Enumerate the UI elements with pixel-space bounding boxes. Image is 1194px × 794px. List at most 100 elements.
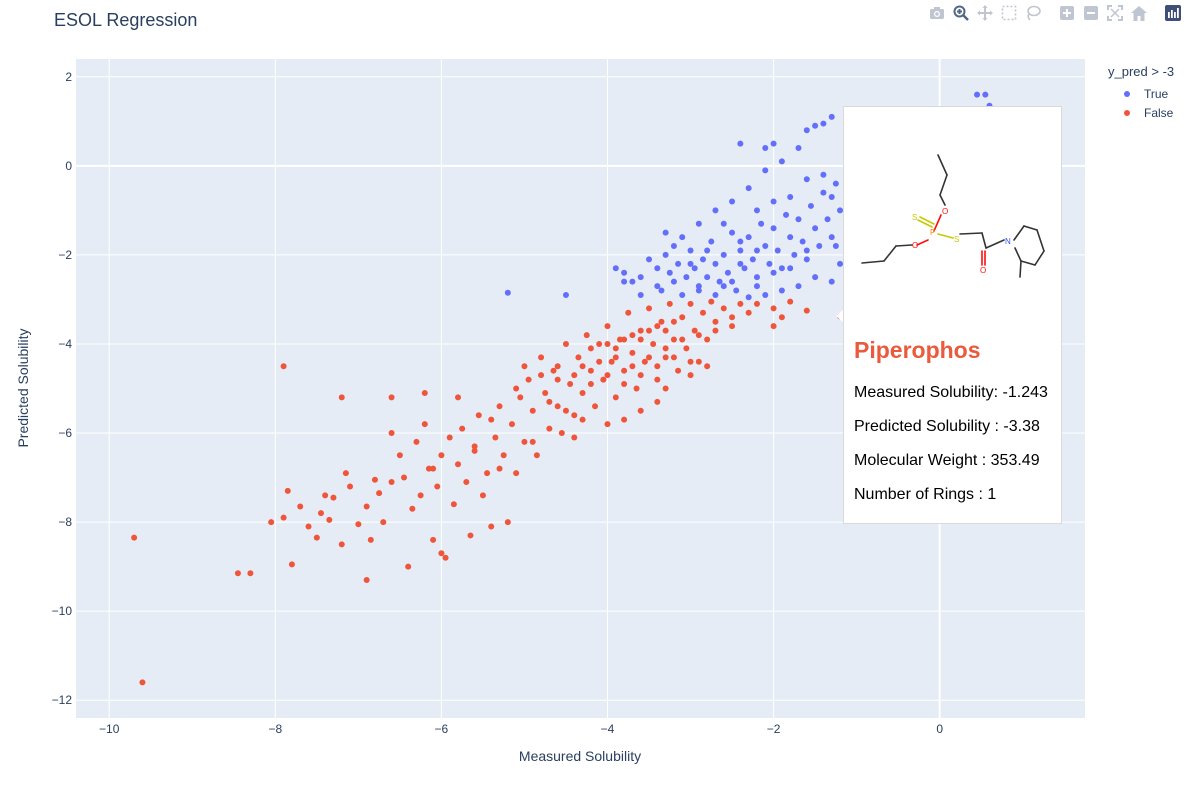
- data-point-false[interactable]: [621, 367, 628, 374]
- plotly-logo-icon[interactable]: [1164, 4, 1182, 22]
- data-point-true[interactable]: [699, 256, 706, 263]
- data-point-true[interactable]: [745, 185, 752, 192]
- data-point-false[interactable]: [604, 340, 611, 347]
- data-point-false[interactable]: [691, 327, 698, 334]
- data-point-false[interactable]: [413, 438, 420, 445]
- data-point-false[interactable]: [376, 490, 383, 497]
- data-point-false[interactable]: [550, 367, 557, 374]
- data-point-true[interactable]: [753, 207, 760, 214]
- data-point-true[interactable]: [737, 238, 744, 245]
- data-point-false[interactable]: [712, 318, 719, 325]
- data-point-false[interactable]: [434, 483, 441, 490]
- data-point-false[interactable]: [338, 394, 345, 401]
- data-point-false[interactable]: [396, 452, 403, 459]
- data-point-true[interactable]: [753, 247, 760, 254]
- data-point-false[interactable]: [687, 358, 694, 365]
- data-point-true[interactable]: [791, 251, 798, 258]
- data-point-false[interactable]: [720, 305, 727, 312]
- data-point-false[interactable]: [629, 349, 636, 356]
- data-point-true[interactable]: [795, 216, 802, 223]
- data-point-false[interactable]: [371, 476, 378, 483]
- data-point-true[interactable]: [778, 158, 785, 165]
- data-point-false[interactable]: [621, 381, 628, 388]
- data-point-false[interactable]: [562, 340, 569, 347]
- data-point-true[interactable]: [504, 289, 511, 296]
- data-point-false[interactable]: [538, 354, 545, 361]
- data-point-false[interactable]: [666, 300, 673, 307]
- data-point-false[interactable]: [704, 363, 711, 370]
- data-point-false[interactable]: [471, 447, 478, 454]
- data-point-false[interactable]: [139, 679, 146, 686]
- data-point-true[interactable]: [774, 247, 781, 254]
- data-point-false[interactable]: [612, 345, 619, 352]
- data-point-true[interactable]: [670, 243, 677, 250]
- data-point-false[interactable]: [637, 407, 644, 414]
- data-point-false[interactable]: [695, 358, 702, 365]
- data-point-false[interactable]: [604, 323, 611, 330]
- data-point-false[interactable]: [500, 452, 507, 459]
- data-point-false[interactable]: [521, 363, 528, 370]
- data-point-false[interactable]: [654, 398, 661, 405]
- data-point-false[interactable]: [554, 363, 561, 370]
- data-point-false[interactable]: [608, 358, 615, 365]
- data-point-true[interactable]: [654, 283, 661, 290]
- data-point-false[interactable]: [380, 519, 387, 526]
- data-point-true[interactable]: [729, 278, 736, 285]
- data-point-true[interactable]: [729, 198, 736, 205]
- data-point-false[interactable]: [450, 501, 457, 508]
- data-point-false[interactable]: [629, 332, 636, 339]
- data-point-true[interactable]: [704, 274, 711, 281]
- data-point-true[interactable]: [837, 207, 844, 214]
- data-point-false[interactable]: [554, 403, 561, 410]
- data-point-false[interactable]: [313, 534, 320, 541]
- data-point-false[interactable]: [600, 376, 607, 383]
- data-point-false[interactable]: [488, 523, 495, 530]
- box-select-icon[interactable]: [1000, 4, 1018, 22]
- data-point-false[interactable]: [355, 521, 362, 528]
- data-point-true[interactable]: [832, 243, 839, 250]
- data-point-false[interactable]: [338, 541, 345, 548]
- data-point-true[interactable]: [974, 91, 981, 98]
- data-point-false[interactable]: [571, 412, 578, 419]
- data-point-true[interactable]: [762, 291, 769, 298]
- lasso-icon[interactable]: [1024, 4, 1042, 22]
- data-point-true[interactable]: [679, 234, 686, 241]
- data-point-true[interactable]: [820, 189, 827, 196]
- data-point-false[interactable]: [455, 394, 462, 401]
- data-point-false[interactable]: [712, 327, 719, 334]
- data-point-false[interactable]: [708, 298, 715, 305]
- data-point-false[interactable]: [459, 425, 466, 432]
- data-point-false[interactable]: [546, 425, 553, 432]
- data-point-true[interactable]: [737, 260, 744, 267]
- data-point-false[interactable]: [363, 576, 370, 583]
- data-point-false[interactable]: [471, 443, 478, 450]
- data-point-true[interactable]: [662, 229, 669, 236]
- data-point-true[interactable]: [758, 220, 765, 227]
- data-point-false[interactable]: [646, 327, 653, 334]
- data-point-false[interactable]: [529, 407, 536, 414]
- data-point-true[interactable]: [820, 120, 827, 127]
- data-point-false[interactable]: [542, 389, 549, 396]
- data-point-true[interactable]: [787, 265, 794, 272]
- data-point-false[interactable]: [579, 416, 586, 423]
- legend-item-true[interactable]: True: [1124, 84, 1174, 103]
- data-point-false[interactable]: [616, 336, 623, 343]
- data-point-true[interactable]: [753, 283, 760, 290]
- data-point-false[interactable]: [558, 430, 565, 437]
- data-point-false[interactable]: [787, 298, 794, 305]
- camera-icon[interactable]: [928, 4, 946, 22]
- data-point-true[interactable]: [828, 278, 835, 285]
- data-point-false[interactable]: [641, 358, 648, 365]
- data-point-true[interactable]: [795, 145, 802, 152]
- data-point-false[interactable]: [421, 421, 428, 428]
- data-point-false[interactable]: [330, 494, 337, 501]
- data-point-false[interactable]: [280, 363, 287, 370]
- data-point-true[interactable]: [766, 260, 773, 267]
- data-point-true[interactable]: [770, 269, 777, 276]
- data-point-false[interactable]: [421, 389, 428, 396]
- data-point-false[interactable]: [770, 305, 777, 312]
- data-point-true[interactable]: [629, 278, 636, 285]
- legend-item-false[interactable]: False: [1124, 103, 1174, 122]
- data-point-false[interactable]: [438, 550, 445, 557]
- data-point-true[interactable]: [803, 256, 810, 263]
